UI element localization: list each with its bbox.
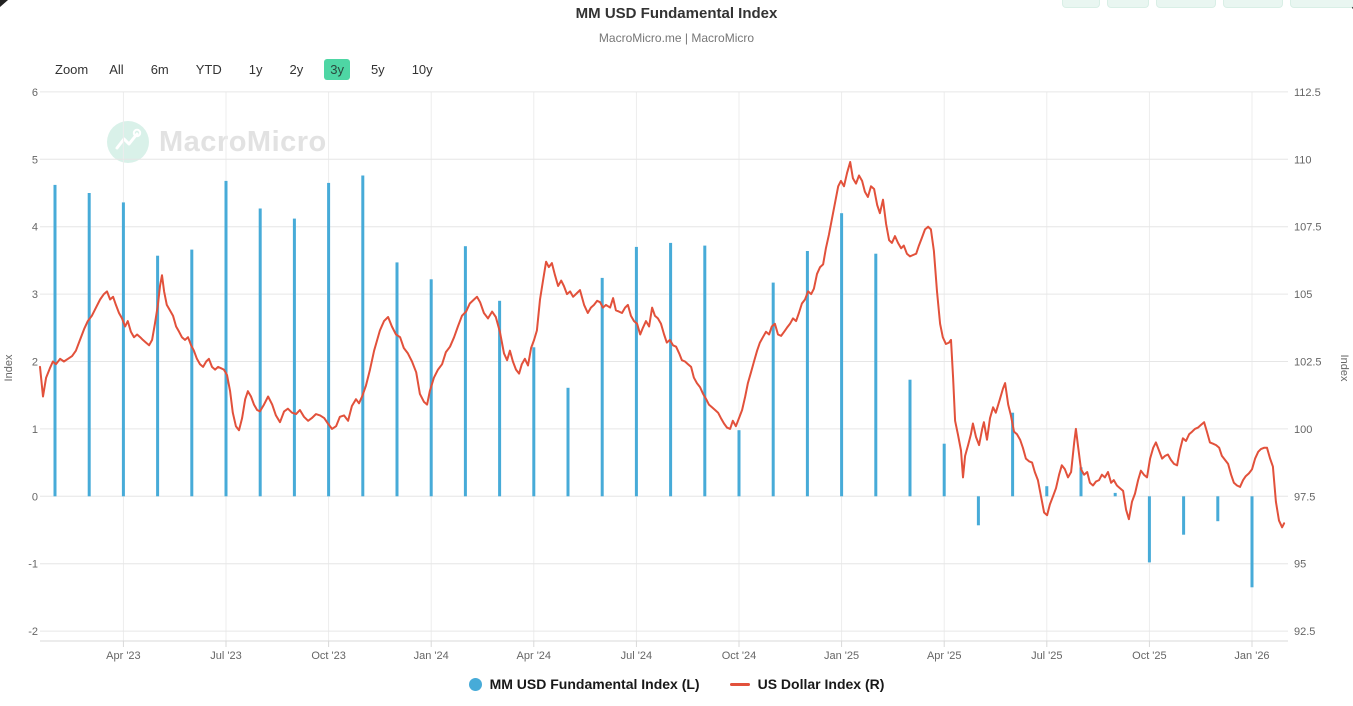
right-axis-title: Index — [1338, 355, 1350, 382]
bar-mm-usd-fundamental-index — [634, 246, 638, 497]
right-axis-tick-label: 100 — [1294, 424, 1312, 436]
bar-mm-usd-fundamental-index — [1011, 412, 1015, 497]
left-axis-tick-label: -2 — [28, 626, 38, 638]
chart-legend: MM USD Fundamental Index (L) US Dollar In… — [0, 676, 1353, 692]
bar-mm-usd-fundamental-index — [361, 175, 365, 497]
bar-mm-usd-fundamental-index — [190, 249, 194, 497]
top-edge-button[interactable] — [1156, 0, 1216, 8]
bar-mm-usd-fundamental-index — [1182, 496, 1186, 535]
legend-item-label: US Dollar Index (R) — [757, 676, 885, 692]
right-axis-tick-label: 92.5 — [1294, 626, 1315, 638]
legend-item[interactable]: MM USD Fundamental Index (L) — [468, 676, 700, 692]
bar-mm-usd-fundamental-index — [908, 379, 912, 497]
zoom-range-button-ytd[interactable]: YTD — [195, 62, 222, 77]
right-axis-tick-label: 95 — [1294, 559, 1306, 571]
bar-mm-usd-fundamental-index — [771, 282, 775, 497]
bar-mm-usd-fundamental-index — [703, 245, 707, 497]
x-axis-tick-label: Jul '23 — [210, 650, 241, 662]
legend-item[interactable]: US Dollar Index (R) — [729, 676, 885, 692]
bar-mm-usd-fundamental-index — [805, 251, 809, 497]
bar-mm-usd-fundamental-index — [53, 184, 57, 497]
zoom-range-button-2y[interactable]: 2y — [289, 62, 304, 77]
right-axis-tick-label: 107.5 — [1294, 222, 1322, 234]
zoom-range-button-5y[interactable]: 5y — [370, 62, 385, 77]
x-axis-tick-label: Jul '25 — [1031, 650, 1062, 662]
bar-mm-usd-fundamental-index — [395, 262, 399, 497]
bar-mm-usd-fundamental-index — [156, 255, 160, 497]
right-axis-tick-label: 97.5 — [1294, 491, 1315, 503]
legend-line-marker-icon — [729, 682, 750, 686]
zoom-toolbar: Zoom All 6m YTD 1y 2y 3y 5y 10y — [55, 59, 439, 80]
bar-mm-usd-fundamental-index — [840, 213, 844, 497]
x-axis-tick-label: Jan '26 — [1234, 650, 1269, 662]
line-us-dollar-index — [39, 161, 1286, 529]
top-edge-button[interactable] — [1290, 0, 1353, 8]
zoom-range-button-1y[interactable]: 1y — [248, 62, 263, 77]
x-axis-tick-label: Apr '24 — [517, 650, 552, 662]
left-axis-tick-label: 5 — [32, 154, 38, 166]
x-axis-tick-label: Oct '25 — [1132, 650, 1167, 662]
top-edge-buttons — [1062, 0, 1353, 8]
bar-mm-usd-fundamental-index — [258, 208, 262, 497]
x-axis-tick-label: Oct '23 — [311, 650, 346, 662]
top-left-corner-artifact — [0, 0, 8, 7]
top-edge-button[interactable] — [1062, 0, 1100, 8]
bar-mm-usd-fundamental-index — [942, 443, 946, 497]
left-axis-tick-label: 4 — [32, 222, 38, 234]
left-axis-tick-label: -1 — [28, 559, 38, 571]
bar-mm-usd-fundamental-index — [463, 246, 467, 497]
top-edge-button[interactable] — [1223, 0, 1283, 8]
bar-mm-usd-fundamental-index — [1113, 492, 1117, 497]
page-subtitle: MacroMicro.me | MacroMicro — [598, 31, 755, 45]
bar-mm-usd-fundamental-index — [292, 218, 296, 497]
left-axis-title: Index — [3, 354, 15, 381]
bar-mm-usd-fundamental-index — [874, 253, 878, 497]
x-axis-tick-label: Jul '24 — [621, 650, 652, 662]
bar-mm-usd-fundamental-index — [600, 277, 604, 497]
x-axis-tick-label: Apr '25 — [927, 650, 962, 662]
x-axis-tick-label: Jan '24 — [414, 650, 449, 662]
bar-mm-usd-fundamental-index — [1250, 496, 1254, 588]
bar-mm-usd-fundamental-index — [1045, 486, 1049, 497]
left-axis-tick-label: 0 — [32, 491, 38, 503]
bar-mm-usd-fundamental-index — [532, 347, 536, 497]
right-axis-tick-label: 112.5 — [1294, 87, 1321, 99]
top-edge-button[interactable] — [1107, 0, 1149, 8]
x-axis-tick-label: Oct '24 — [722, 650, 757, 662]
right-axis-tick-label: 102.5 — [1294, 357, 1322, 369]
bar-mm-usd-fundamental-index — [669, 242, 673, 497]
legend-item-label: MM USD Fundamental Index (L) — [489, 676, 700, 692]
bar-mm-usd-fundamental-index — [327, 182, 331, 497]
bar-mm-usd-fundamental-index — [1147, 496, 1151, 563]
zoom-toolbar-label: Zoom — [55, 62, 89, 77]
bar-mm-usd-fundamental-index — [1079, 467, 1083, 497]
page-title: MM USD Fundamental Index — [575, 5, 778, 22]
bar-mm-usd-fundamental-index — [566, 387, 570, 497]
bar-mm-usd-fundamental-index — [121, 202, 125, 497]
zoom-range-button-10y[interactable]: 10y — [411, 62, 433, 77]
bar-mm-usd-fundamental-index — [737, 430, 741, 497]
zoom-range-button-all[interactable]: All — [109, 62, 124, 77]
bar-mm-usd-fundamental-index — [87, 193, 91, 497]
bar-mm-usd-fundamental-index — [976, 496, 980, 526]
bar-mm-usd-fundamental-index — [498, 300, 502, 497]
x-axis-tick-label: Apr '23 — [106, 650, 141, 662]
bar-mm-usd-fundamental-index — [224, 180, 228, 497]
left-axis-tick-label: 3 — [32, 289, 38, 301]
right-axis-tick-label: 110 — [1294, 154, 1312, 166]
zoom-range-button-3y[interactable]: 3y — [324, 59, 350, 80]
bar-mm-usd-fundamental-index — [1216, 496, 1220, 522]
left-axis-tick-label: 1 — [32, 424, 38, 436]
x-axis-tick-label: Jan '25 — [824, 650, 859, 662]
zoom-range-button-6m[interactable]: 6m — [150, 62, 169, 77]
legend-circle-marker-icon — [468, 677, 482, 691]
left-axis-tick-label: 2 — [32, 357, 38, 369]
left-axis-tick-label: 6 — [32, 87, 38, 99]
right-axis-tick-label: 105 — [1294, 289, 1312, 301]
